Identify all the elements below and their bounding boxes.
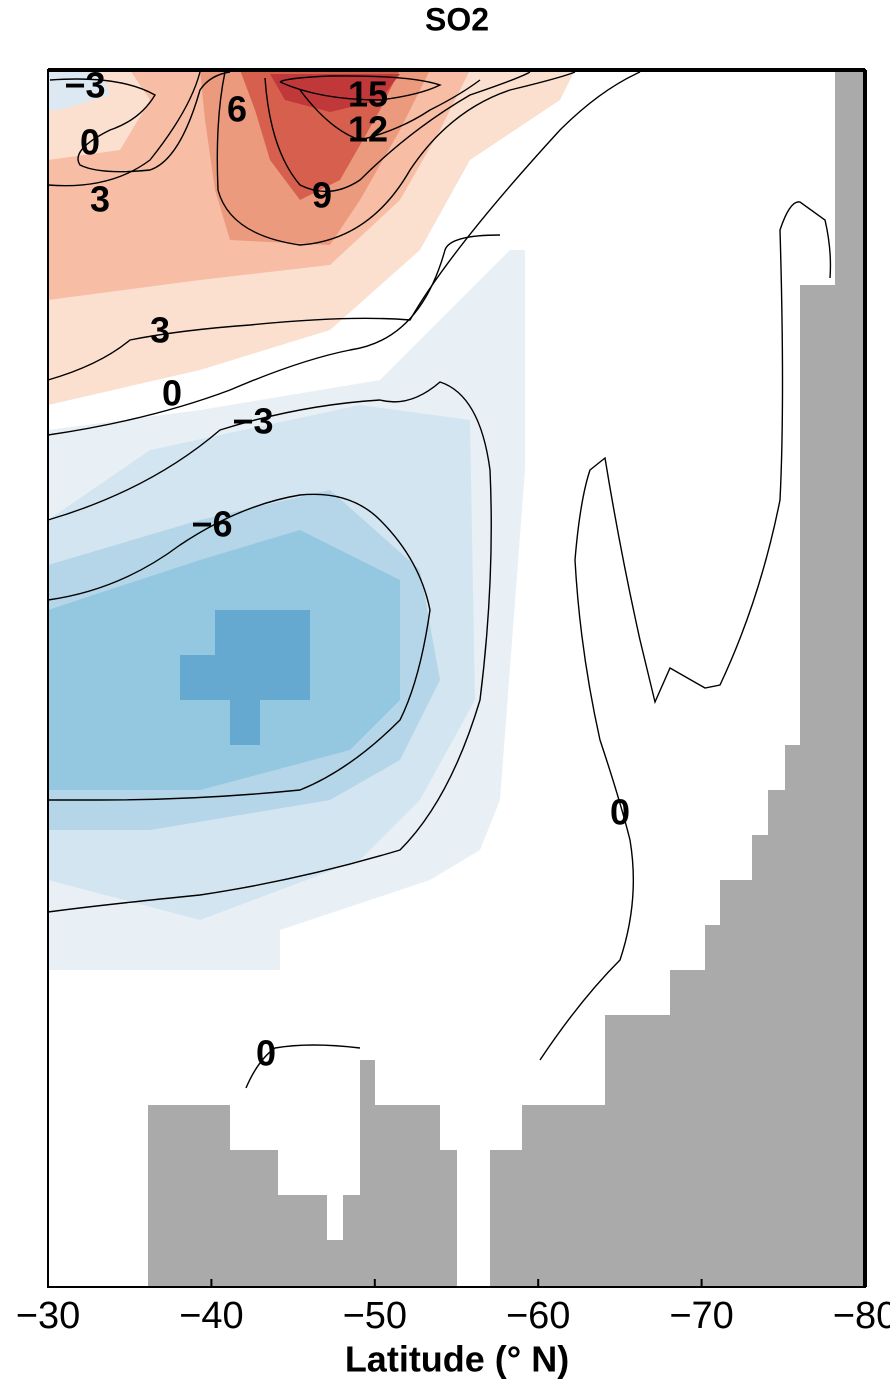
contour-label: −3 xyxy=(232,401,273,442)
x-axis-label: Latitude (° N) xyxy=(345,1339,569,1380)
chart-title: SO2 xyxy=(425,1,489,37)
contour-label: 0 xyxy=(256,1033,276,1074)
x-tick-label: −50 xyxy=(343,1295,407,1337)
contour-label: 9 xyxy=(312,175,332,216)
field xyxy=(48,70,575,970)
contour-line xyxy=(47,493,431,801)
field-blue-5 xyxy=(180,610,310,745)
x-tick-label: −40 xyxy=(179,1295,243,1337)
contour-label: 3 xyxy=(150,310,170,351)
contour-line xyxy=(47,234,501,436)
contour-line xyxy=(47,381,492,913)
contour-label: 6 xyxy=(227,89,247,130)
x-tick-label: −70 xyxy=(669,1295,733,1337)
contour-line xyxy=(216,71,576,246)
land-mask xyxy=(148,70,865,1287)
contour-label: −6 xyxy=(191,504,232,545)
land xyxy=(490,70,865,1287)
x-tick-label: −80 xyxy=(833,1295,890,1337)
field-red-5 xyxy=(270,74,400,112)
contour-label: 12 xyxy=(348,109,388,150)
contour-line xyxy=(47,71,641,381)
contour-label: 0 xyxy=(162,373,182,414)
contour-line xyxy=(49,71,231,173)
contour-label: 0 xyxy=(610,792,630,833)
contour-line xyxy=(264,71,531,193)
contour-line xyxy=(299,79,481,141)
contour-label: 3 xyxy=(90,179,110,220)
land xyxy=(148,1060,457,1287)
contours xyxy=(47,71,832,1089)
x-tick-label: −60 xyxy=(506,1295,570,1337)
contour-line xyxy=(539,201,832,1061)
contour-line xyxy=(47,71,201,187)
contour-line xyxy=(245,1044,361,1089)
contour-label: 15 xyxy=(348,74,388,115)
x-tick-label: −30 xyxy=(16,1295,80,1337)
contour-line xyxy=(279,75,442,101)
contour-label: 0 xyxy=(80,122,100,163)
